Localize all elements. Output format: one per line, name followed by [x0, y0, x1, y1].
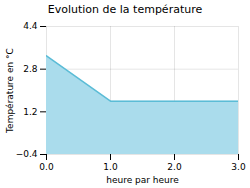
svg-text:1.2: 1.2: [23, 107, 37, 117]
svg-text:Température en °C: Température en °C: [5, 48, 15, 134]
html-text:Evolution de la température: Evolution de la température: [47, 3, 203, 16]
svg-text:1.0: 1.0: [103, 162, 118, 172]
svg-text:heure par heure: heure par heure: [106, 175, 179, 185]
svg-text:3.0: 3.0: [231, 162, 246, 172]
svg-text:2.8: 2.8: [23, 64, 38, 74]
svg-text:0.0: 0.0: [39, 162, 54, 172]
svg-text:−0.4: −0.4: [16, 149, 38, 159]
svg-text:2.0: 2.0: [167, 162, 182, 172]
svg-text:4.4: 4.4: [23, 21, 38, 31]
